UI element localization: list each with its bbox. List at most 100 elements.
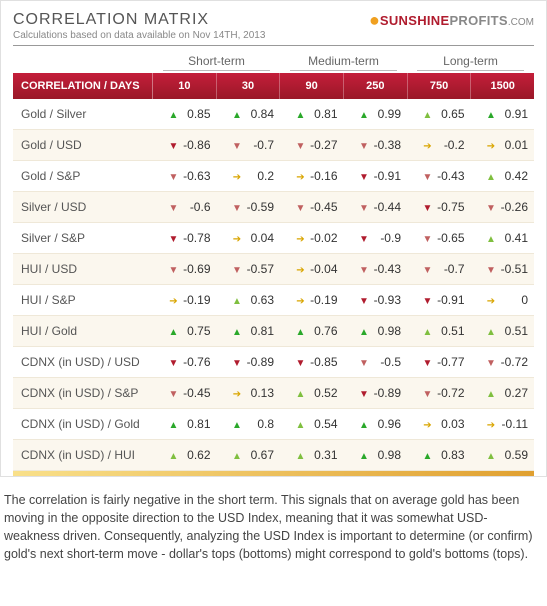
data-cell: ▲0.99 [344, 99, 408, 129]
trend-arrow-icon: ▼ [359, 234, 369, 245]
trend-arrow-icon: ▼ [169, 172, 179, 183]
cell-value: -0.27 [308, 138, 338, 152]
header: CORRELATION MATRIX Calculations based on… [13, 11, 534, 46]
cell-value: 0.85 [181, 107, 211, 121]
table-row: Silver / USD▼-0.6▼-0.59▼-0.45▼-0.44▼-0.7… [13, 192, 534, 223]
cell-value: 0.91 [498, 107, 528, 121]
trend-arrow-icon: ➔ [232, 234, 242, 245]
data-cell: ▲0.52 [280, 378, 344, 408]
trend-arrow-icon: ▲ [423, 327, 433, 338]
term-label: Long-term [407, 54, 534, 71]
trend-arrow-icon: ▲ [296, 389, 306, 400]
trend-arrow-icon: ▲ [169, 420, 179, 431]
table-row: CDNX (in USD) / HUI▲0.62▲0.67▲0.31▲0.98▲… [13, 440, 534, 471]
row-header-label: CORRELATION / DAYS [13, 73, 153, 99]
trend-arrow-icon: ➔ [486, 296, 496, 307]
cell-value: 0.31 [308, 448, 338, 462]
cell-value: 0.2 [244, 169, 274, 183]
cell-value: 0.99 [371, 107, 401, 121]
data-cell: ▼-0.57 [217, 254, 281, 284]
cell-value: -0.75 [435, 200, 465, 214]
trend-arrow-icon: ▲ [423, 110, 433, 121]
cell-value: 0.41 [498, 231, 528, 245]
cell-value: -0.38 [371, 138, 401, 152]
cell-value: -0.51 [498, 262, 528, 276]
cell-value: -0.89 [371, 386, 401, 400]
cell-value: 0.51 [435, 324, 465, 338]
matrix-card: CORRELATION MATRIX Calculations based on… [0, 0, 547, 477]
cell-value: -0.11 [498, 417, 528, 431]
term-row: Short-termMedium-termLong-term [13, 54, 534, 71]
cell-value: 0.52 [308, 386, 338, 400]
trend-arrow-icon: ▼ [423, 389, 433, 400]
data-cell: ▼-0.69 [153, 254, 217, 284]
cell-value: -0.19 [181, 293, 211, 307]
cell-value: -0.91 [435, 293, 465, 307]
data-cell: ▼-0.5 [344, 347, 408, 377]
cell-value: -0.7 [244, 138, 274, 152]
trend-arrow-icon: ➔ [232, 389, 242, 400]
data-cell: ➔0 [471, 285, 535, 315]
data-cell: ➔0.2 [217, 161, 281, 191]
cols-host: 1030902507501500 [153, 73, 534, 99]
trend-arrow-icon: ▲ [169, 451, 179, 462]
logo-com: .COM [508, 17, 534, 28]
column-header: 250 [344, 73, 408, 99]
trend-arrow-icon: ▼ [359, 358, 369, 369]
trend-arrow-icon: ▲ [296, 420, 306, 431]
cell-value: 0.51 [498, 324, 528, 338]
row-label: Gold / USD [13, 130, 153, 160]
data-cell: ▼-0.38 [344, 130, 408, 160]
data-cell: ▼-0.72 [471, 347, 535, 377]
row-label: CDNX (in USD) / HUI [13, 440, 153, 470]
title-block: CORRELATION MATRIX Calculations based on… [13, 11, 369, 41]
data-cell: ▲0.54 [280, 409, 344, 439]
trend-arrow-icon: ▲ [486, 389, 496, 400]
trend-arrow-icon: ▼ [232, 265, 242, 276]
cell-value: -0.45 [181, 386, 211, 400]
trend-arrow-icon: ▼ [423, 234, 433, 245]
data-cell: ▼-0.6 [153, 192, 217, 222]
trend-arrow-icon: ▲ [296, 110, 306, 121]
trend-arrow-icon: ▼ [359, 389, 369, 400]
trend-arrow-icon: ▲ [232, 296, 242, 307]
column-header: 750 [408, 73, 472, 99]
trend-arrow-icon: ▲ [486, 451, 496, 462]
trend-arrow-icon: ▲ [486, 172, 496, 183]
data-cell: ▲0.84 [217, 99, 281, 129]
trend-arrow-icon: ▲ [423, 451, 433, 462]
table-row: Gold / USD▼-0.86▼-0.7▼-0.27▼-0.38➔-0.2➔0… [13, 130, 534, 161]
cell-value: 0.03 [435, 417, 465, 431]
cell-value: -0.57 [244, 262, 274, 276]
term-spacer [13, 54, 153, 71]
data-cell: ▼-0.26 [471, 192, 535, 222]
trend-arrow-icon: ▼ [359, 141, 369, 152]
trend-arrow-icon: ▼ [232, 358, 242, 369]
row-label: HUI / Gold [13, 316, 153, 346]
data-cell: ➔0.03 [407, 409, 471, 439]
cell-value: -0.9 [371, 231, 401, 245]
cell-value: -0.02 [308, 231, 338, 245]
data-cell: ▼-0.7 [407, 254, 471, 284]
trend-arrow-icon: ▼ [486, 265, 496, 276]
table-row: HUI / USD▼-0.69▼-0.57➔-0.04▼-0.43▼-0.7▼-… [13, 254, 534, 285]
trend-arrow-icon: ➔ [423, 420, 433, 431]
trend-arrow-icon: ➔ [423, 141, 433, 152]
trend-arrow-icon: ▲ [232, 327, 242, 338]
trend-arrow-icon: ▼ [423, 296, 433, 307]
cell-value: 0.76 [308, 324, 338, 338]
trend-arrow-icon: ▼ [359, 296, 369, 307]
cell-value: -0.04 [308, 262, 338, 276]
cell-value: 0.98 [371, 448, 401, 462]
data-cell: ▲0.96 [344, 409, 408, 439]
data-cell: ▲0.51 [471, 316, 535, 346]
logo-sunshine: SUNSHINE [380, 13, 450, 28]
column-header-row: CORRELATION / DAYS 1030902507501500 [13, 73, 534, 99]
data-cell: ▼-0.72 [407, 378, 471, 408]
data-cell: ▲0.41 [471, 223, 535, 253]
data-cell: ▼-0.7 [217, 130, 281, 160]
data-cell: ▲0.98 [344, 440, 408, 470]
cell-value: -0.5 [371, 355, 401, 369]
data-cell: ▼-0.78 [153, 223, 217, 253]
data-cell: ▲0.81 [280, 99, 344, 129]
